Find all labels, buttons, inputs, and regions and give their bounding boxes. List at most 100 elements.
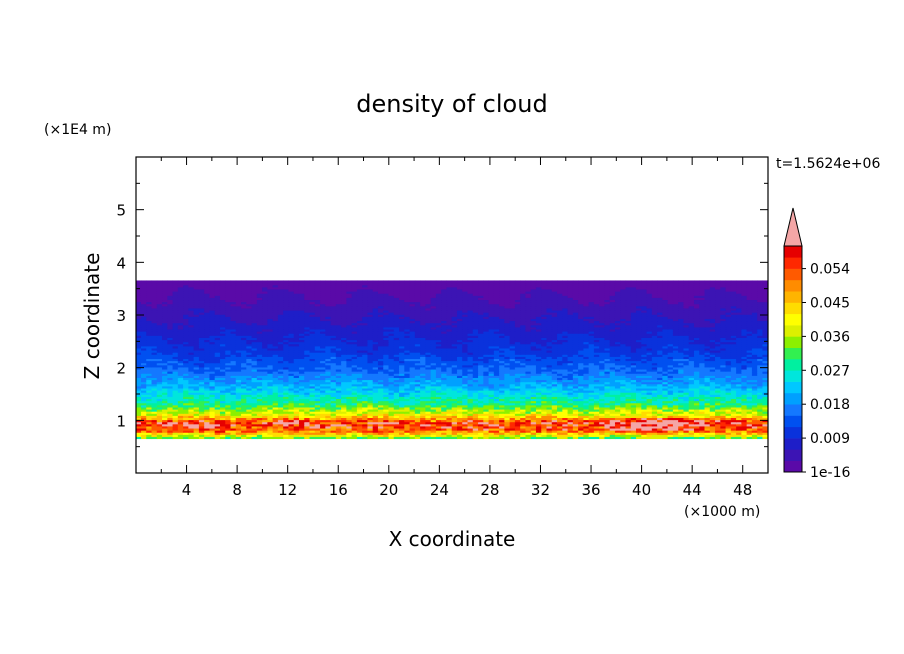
density-cell bbox=[298, 368, 305, 372]
density-cell bbox=[146, 387, 153, 391]
density-cell bbox=[162, 415, 168, 418]
density-cell bbox=[283, 411, 290, 414]
density-cell bbox=[256, 413, 263, 416]
density-cell bbox=[314, 421, 321, 425]
density-cell bbox=[198, 364, 205, 368]
density-cell bbox=[651, 356, 658, 360]
density-cell bbox=[246, 415, 253, 418]
density-cell bbox=[478, 402, 484, 406]
density-cell bbox=[225, 436, 232, 440]
density-cell bbox=[341, 423, 347, 427]
density-cell bbox=[136, 364, 142, 368]
density-cell bbox=[720, 404, 727, 408]
density-cell bbox=[214, 364, 221, 368]
density-cell bbox=[462, 417, 469, 421]
density-cell bbox=[636, 358, 642, 362]
density-cell bbox=[272, 349, 279, 353]
density-cell bbox=[272, 373, 279, 376]
density-cell bbox=[204, 404, 211, 408]
density-cell bbox=[304, 366, 311, 370]
density-cell bbox=[599, 436, 606, 440]
density-cell bbox=[578, 366, 584, 370]
density-cell bbox=[741, 358, 748, 362]
density-cell bbox=[430, 385, 437, 389]
density-cell bbox=[246, 417, 253, 421]
density-cell bbox=[167, 377, 174, 381]
density-cell bbox=[183, 400, 189, 404]
density-cell bbox=[651, 385, 658, 389]
density-cell bbox=[372, 402, 379, 406]
density-cell bbox=[188, 349, 195, 353]
density-cell bbox=[704, 392, 711, 395]
density-cell bbox=[583, 432, 590, 435]
density-cell bbox=[535, 385, 542, 389]
density-cell bbox=[551, 373, 558, 376]
density-cell bbox=[693, 430, 700, 433]
density-cell bbox=[609, 408, 616, 412]
density-cell bbox=[562, 383, 569, 387]
density-cell bbox=[467, 379, 474, 383]
density-cell bbox=[762, 406, 768, 410]
density-cell bbox=[241, 390, 247, 393]
density-cell bbox=[256, 383, 263, 387]
density-cell bbox=[320, 417, 326, 421]
density-cell bbox=[172, 356, 179, 360]
density-cell bbox=[146, 364, 153, 368]
density-cell bbox=[715, 398, 721, 402]
density-cell bbox=[430, 392, 437, 395]
density-cell bbox=[567, 404, 574, 408]
density-cell bbox=[462, 430, 469, 433]
density-cell bbox=[720, 430, 727, 433]
density-cell bbox=[420, 421, 426, 425]
density-cell bbox=[346, 354, 353, 357]
density-cell bbox=[177, 411, 184, 414]
density-cell bbox=[478, 430, 484, 433]
density-cell bbox=[193, 400, 200, 404]
density-cell bbox=[383, 413, 390, 416]
density-cell bbox=[188, 371, 195, 374]
density-cell bbox=[204, 411, 211, 414]
density-cell bbox=[604, 432, 611, 435]
density-cell bbox=[362, 413, 369, 416]
density-cell bbox=[483, 398, 490, 402]
density-cell bbox=[672, 408, 679, 412]
density-cell bbox=[320, 406, 326, 410]
density-cell bbox=[704, 408, 711, 412]
density-cell bbox=[514, 400, 521, 404]
density-cell bbox=[578, 354, 584, 357]
density-cell bbox=[377, 390, 384, 393]
density-cell bbox=[736, 381, 742, 385]
density-cell bbox=[283, 354, 290, 357]
density-cell bbox=[399, 390, 405, 393]
density-cell bbox=[320, 383, 326, 387]
density-cell bbox=[420, 404, 426, 408]
density-cell bbox=[530, 398, 537, 402]
density-cell bbox=[177, 392, 184, 395]
density-cell bbox=[219, 381, 226, 385]
density-cell bbox=[335, 396, 342, 400]
density-cell bbox=[478, 375, 484, 378]
density-cell bbox=[204, 366, 211, 370]
density-cell bbox=[730, 358, 737, 362]
density-cell bbox=[372, 390, 379, 393]
density-cell bbox=[330, 379, 337, 383]
density-cell bbox=[262, 432, 268, 435]
density-cell bbox=[599, 387, 606, 391]
density-cell bbox=[156, 385, 163, 389]
density-cell bbox=[262, 425, 268, 429]
density-cell bbox=[367, 358, 374, 362]
density-cell bbox=[672, 362, 679, 366]
density-cell bbox=[383, 419, 390, 423]
density-cell bbox=[520, 427, 527, 431]
density-cell bbox=[651, 413, 658, 416]
density-cell bbox=[177, 371, 184, 374]
density-cell bbox=[320, 432, 326, 435]
density-cell bbox=[367, 421, 374, 425]
density-cell bbox=[209, 373, 216, 376]
density-cell bbox=[651, 398, 658, 402]
density-cell bbox=[283, 371, 290, 374]
density-cell bbox=[262, 387, 268, 391]
density-cell bbox=[188, 358, 195, 362]
density-cell bbox=[525, 419, 532, 423]
density-cell bbox=[151, 371, 158, 374]
